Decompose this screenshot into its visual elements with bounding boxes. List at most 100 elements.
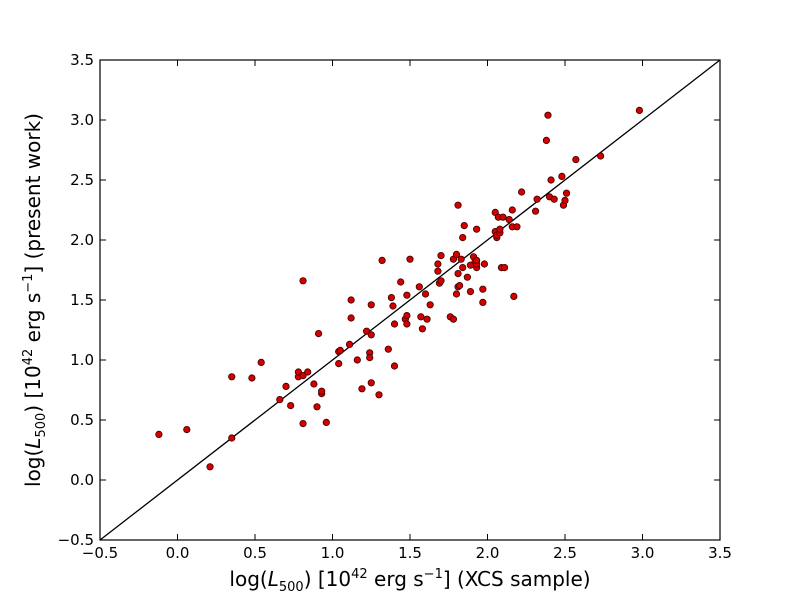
data-point xyxy=(155,430,163,438)
data-point xyxy=(248,374,256,382)
data-point xyxy=(367,301,375,309)
data-point xyxy=(389,302,397,310)
data-point xyxy=(387,293,395,302)
y-tick-label: 3.0 xyxy=(70,111,94,129)
data-point xyxy=(347,296,355,304)
data-point xyxy=(276,395,284,404)
x-tick-label: 0.5 xyxy=(243,544,267,562)
data-point xyxy=(635,106,644,115)
y-tick-label: 2.0 xyxy=(70,231,94,249)
data-point xyxy=(562,189,571,197)
data-point xyxy=(347,314,355,322)
data-point xyxy=(434,260,442,268)
data-point xyxy=(390,362,399,370)
data-point xyxy=(257,358,265,366)
data-point xyxy=(384,345,392,353)
data-point xyxy=(423,315,431,323)
data-point xyxy=(466,287,475,296)
y-tick-label: 3.5 xyxy=(70,51,94,69)
x-tick-label: 1.5 xyxy=(398,544,422,562)
y-axis-label: log(L500) [1042 erg s−1] (present work) xyxy=(21,113,49,487)
y-tick-label: 1.5 xyxy=(70,291,94,309)
data-point xyxy=(457,255,465,263)
x-tick-label: 3.5 xyxy=(708,544,732,562)
data-point xyxy=(206,463,214,471)
data-point xyxy=(500,263,509,272)
data-point xyxy=(473,256,481,264)
data-point xyxy=(318,387,326,395)
identity-line xyxy=(99,59,721,541)
data-point xyxy=(335,359,343,368)
data-point xyxy=(310,380,318,388)
data-point xyxy=(397,278,405,286)
y-tick-label: 2.5 xyxy=(70,171,94,189)
data-point xyxy=(454,201,462,209)
data-point xyxy=(183,425,191,434)
plot-frame xyxy=(99,59,721,541)
data-point xyxy=(299,419,307,428)
data-point xyxy=(572,156,580,164)
data-point xyxy=(550,195,558,203)
y-tick-label: 0.0 xyxy=(70,471,94,489)
data-point xyxy=(415,283,423,291)
data-point xyxy=(322,418,330,426)
data-point xyxy=(597,152,605,160)
data-point xyxy=(418,325,426,333)
data-point xyxy=(367,379,375,387)
data-point xyxy=(558,172,566,180)
data-point xyxy=(531,207,540,215)
data-point xyxy=(353,356,361,364)
data-point xyxy=(228,434,236,442)
data-point xyxy=(366,353,374,362)
data-point xyxy=(459,234,467,242)
data-point xyxy=(459,263,467,272)
data-point xyxy=(345,340,354,348)
x-tick-label: 0.0 xyxy=(166,544,190,562)
data-point xyxy=(499,213,507,221)
data-point xyxy=(455,281,464,290)
data-point xyxy=(294,368,302,376)
x-tick-label: −0.5 xyxy=(82,544,118,562)
data-point xyxy=(473,225,481,233)
data-point xyxy=(480,260,488,268)
data-point xyxy=(437,277,445,285)
data-point xyxy=(510,292,518,300)
data-point xyxy=(287,401,295,410)
data-point xyxy=(561,196,569,204)
x-tick-label: 3.0 xyxy=(631,544,655,562)
x-tick-label: 1.0 xyxy=(321,544,345,562)
data-point xyxy=(403,311,411,320)
y-tick-label: 0.5 xyxy=(70,411,94,429)
data-point xyxy=(314,329,323,338)
axis-ticks: −0.5 0.0 0.5 1.0 1.5 2.0 2.5 3.0 3.5 −0.5 0.0 0.5 1.… xyxy=(58,51,732,562)
data-point xyxy=(437,252,445,260)
data-point xyxy=(282,382,290,390)
data-point xyxy=(463,273,471,281)
data-point xyxy=(434,267,442,275)
data-point xyxy=(406,255,414,263)
data-point xyxy=(508,206,516,214)
x-axis-label: log(L500) [1042 erg s−1] (XCS sample) xyxy=(229,567,590,595)
data-point xyxy=(542,136,551,144)
data-point xyxy=(358,385,366,393)
data-point xyxy=(496,225,504,233)
data-point xyxy=(544,111,552,119)
data-point xyxy=(313,403,321,411)
data-point xyxy=(505,216,513,224)
data-point xyxy=(517,188,526,196)
data-point xyxy=(375,391,383,399)
data-point xyxy=(454,269,462,278)
data-point xyxy=(533,195,541,203)
data-points xyxy=(155,106,644,471)
data-point xyxy=(367,331,375,339)
data-point xyxy=(336,346,344,354)
y-tick-label: −0.5 xyxy=(58,531,94,549)
data-point xyxy=(426,301,434,309)
data-point xyxy=(449,315,457,323)
data-point xyxy=(299,371,307,380)
data-point xyxy=(403,291,411,299)
data-point xyxy=(403,320,411,328)
data-point xyxy=(304,368,312,376)
data-point xyxy=(228,373,236,381)
